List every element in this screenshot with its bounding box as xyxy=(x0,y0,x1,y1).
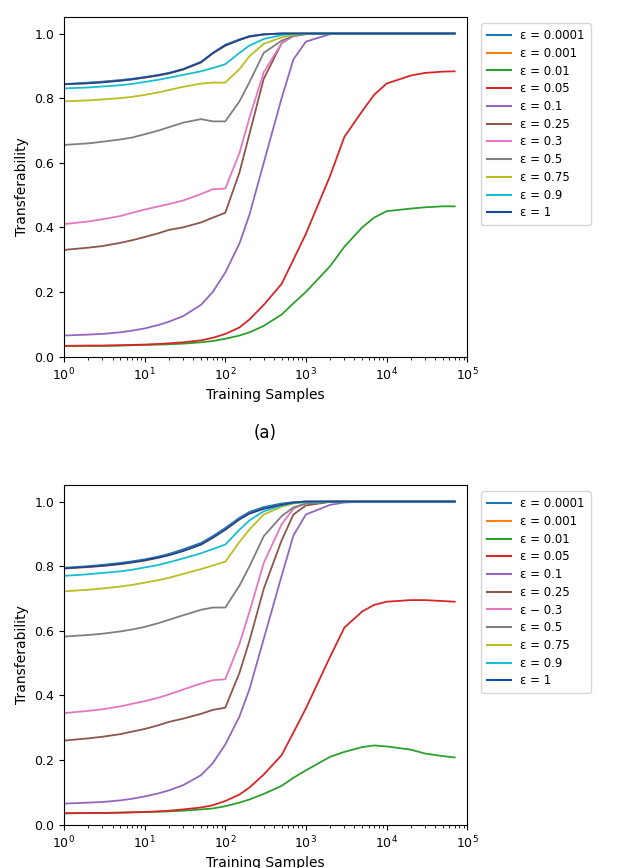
X-axis label: Training Samples: Training Samples xyxy=(206,388,325,403)
Y-axis label: Transferability: Transferability xyxy=(15,606,29,705)
Text: (a): (a) xyxy=(254,424,277,443)
Y-axis label: Transferability: Transferability xyxy=(15,137,29,236)
Legend: ε = 0.0001, ε = 0.001, ε = 0.01, ε = 0.05, ε = 0.1, ε = 0.25, ε − 0.3, ε = 0.5, : ε = 0.0001, ε = 0.001, ε = 0.01, ε = 0.0… xyxy=(481,491,591,694)
X-axis label: Training Samples: Training Samples xyxy=(206,857,325,868)
Legend: ε = 0.0001, ε = 0.001, ε = 0.01, ε = 0.05, ε = 0.1, ε = 0.25, ε = 0.3, ε = 0.5, : ε = 0.0001, ε = 0.001, ε = 0.01, ε = 0.0… xyxy=(481,23,591,226)
